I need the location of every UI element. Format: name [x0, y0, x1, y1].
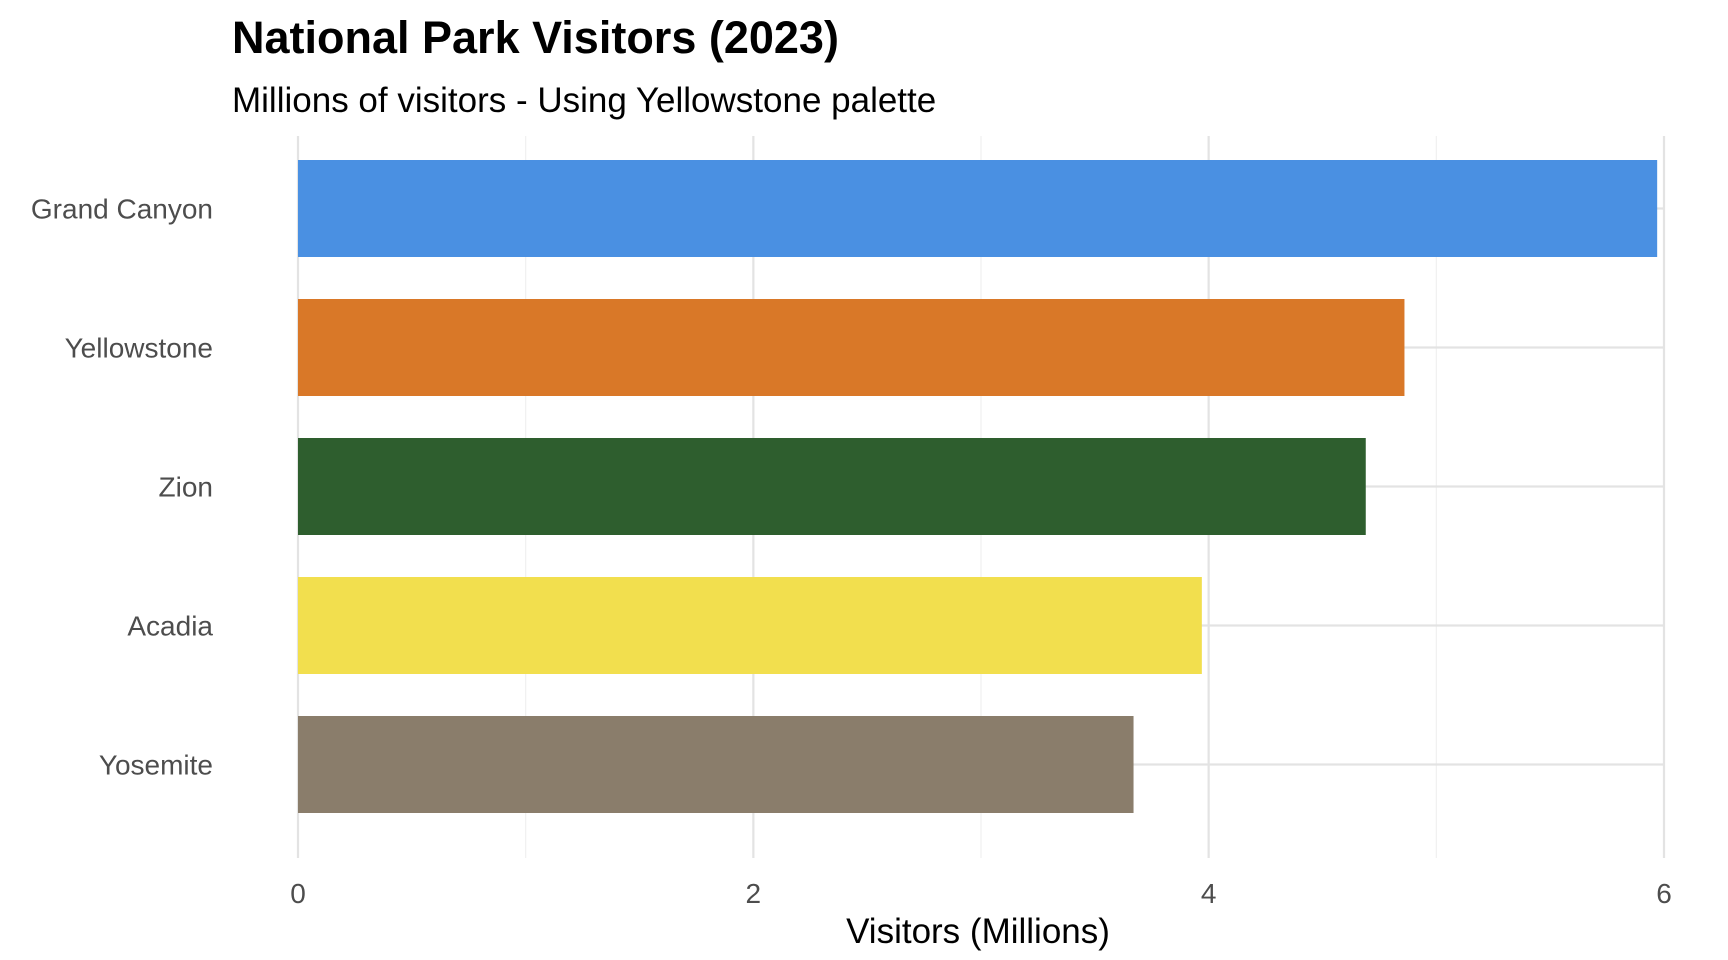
x-tick-label: 6 [1656, 878, 1672, 909]
category-label-zion: Zion [159, 472, 213, 503]
category-label-acadia: Acadia [127, 611, 213, 642]
category-label-grand-canyon: Grand Canyon [31, 194, 213, 225]
bar-acadia [298, 577, 1202, 674]
bar-zion [298, 438, 1366, 535]
bar-grand-canyon [298, 160, 1657, 257]
x-tick-label: 4 [1201, 878, 1217, 909]
category-label-yosemite: Yosemite [99, 750, 213, 781]
bar-yosemite [298, 716, 1134, 813]
bar-yellowstone [298, 299, 1404, 396]
x-tick-label: 0 [290, 878, 306, 909]
chart-title: National Park Visitors (2023) [232, 12, 839, 63]
x-axis-tick-labels: 0 2 4 6 [290, 878, 1672, 909]
y-axis-labels: Grand Canyon Yellowstone Zion Acadia Yosemit… [31, 194, 214, 781]
chart-subtitle: Millions of visitors - Using Yellowstone… [232, 81, 936, 120]
x-axis-title: Visitors (Millions) [846, 912, 1110, 951]
x-tick-label: 2 [746, 878, 762, 909]
category-label-yellowstone: Yellowstone [65, 333, 213, 364]
